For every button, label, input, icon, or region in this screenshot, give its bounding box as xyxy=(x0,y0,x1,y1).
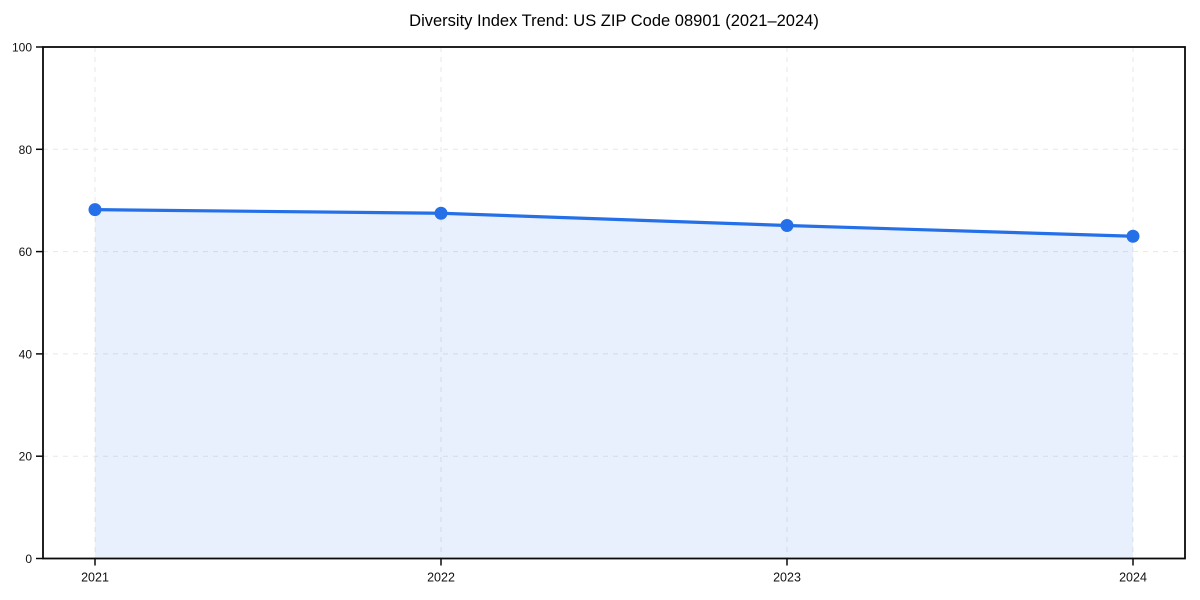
y-tick-label: 80 xyxy=(19,143,33,157)
y-tick-label: 40 xyxy=(19,347,33,361)
x-tick-label: 2023 xyxy=(773,571,801,585)
y-tick-label: 20 xyxy=(19,450,33,464)
data-point-marker xyxy=(88,203,102,217)
plot-border xyxy=(42,46,1186,560)
data-point-marker xyxy=(1126,229,1140,243)
y-tick-label: 60 xyxy=(19,245,33,259)
trend-line xyxy=(93,208,1135,238)
y-tick-label: 100 xyxy=(12,41,32,55)
x-tick-label: 2021 xyxy=(81,571,109,585)
data-point-marker xyxy=(780,219,794,233)
data-point-marker xyxy=(434,206,448,220)
y-tick-label: 0 xyxy=(25,552,32,566)
gridlines xyxy=(43,47,1185,559)
area-fill xyxy=(95,209,1133,559)
x-tick-label: 2022 xyxy=(427,571,455,585)
x-tick-label: 2024 xyxy=(1119,571,1147,585)
chart-title: Diversity Index Trend: US ZIP Code 08901… xyxy=(409,12,819,30)
